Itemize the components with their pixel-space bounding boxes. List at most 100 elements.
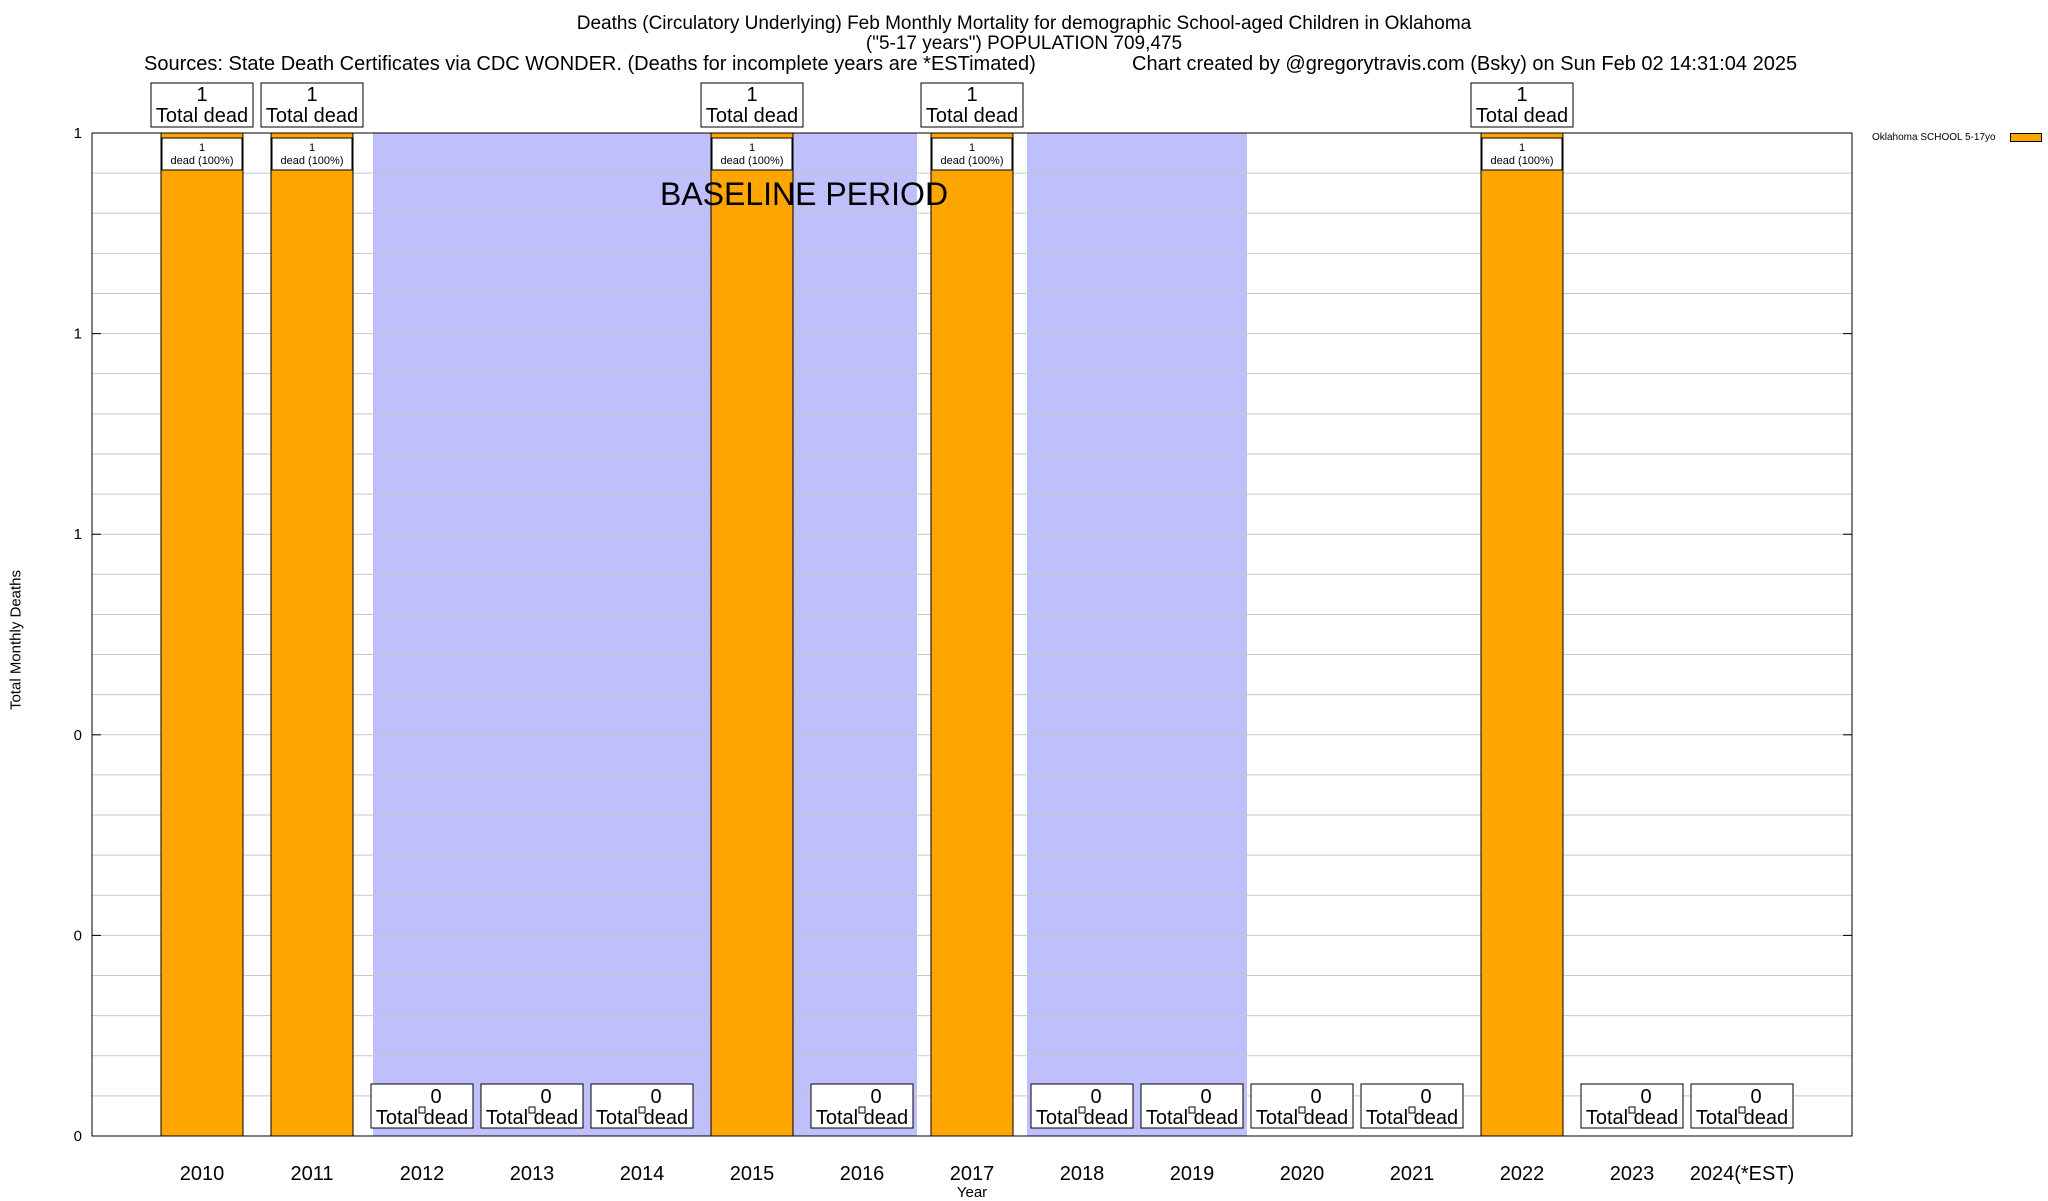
total-dead-label: Total dead xyxy=(1696,1107,1788,1129)
total-label-box xyxy=(150,82,254,128)
total-label-box xyxy=(1360,1083,1464,1129)
total-label-box xyxy=(1030,1083,1134,1129)
total-dead-label: Total dead xyxy=(1476,105,1568,127)
total-value-label: 0 xyxy=(1310,1086,1321,1108)
total-dead-label: Total dead xyxy=(486,1107,578,1129)
total-value-label: 1 xyxy=(746,84,757,106)
chart-title: Deaths (Circulatory Underlying) Feb Mont… xyxy=(576,13,1472,34)
share-value-label: 1 xyxy=(749,142,755,154)
zero-marker xyxy=(1408,1106,1416,1114)
total-label-box xyxy=(260,82,364,128)
zero-marker xyxy=(638,1106,646,1114)
total-dead-label: Total dead xyxy=(926,105,1018,127)
zero-marker xyxy=(1738,1106,1746,1114)
share-label-box xyxy=(271,137,353,171)
zero-marker xyxy=(1298,1106,1306,1114)
total-label-box xyxy=(1580,1083,1684,1129)
zero-marker xyxy=(528,1106,536,1114)
x-tick-label: 2022 xyxy=(1500,1163,1545,1185)
bar xyxy=(930,132,1014,1137)
share-percent-label: dead (100%) xyxy=(941,155,1004,167)
chart-subtitle: ("5-17 years") POPULATION 709,475 xyxy=(865,33,1183,54)
total-label-box xyxy=(480,1083,584,1129)
share-value-label: 1 xyxy=(969,142,975,154)
total-value-label: 0 xyxy=(1200,1086,1211,1108)
sources-note: Sources: State Death Certificates via CD… xyxy=(144,53,1036,75)
baseline-region xyxy=(807,133,917,1136)
total-value-label: 0 xyxy=(650,1086,661,1108)
x-tick-label: 2010 xyxy=(180,1163,225,1185)
share-label-box xyxy=(161,137,243,171)
bar xyxy=(1480,132,1564,1137)
total-value-label: 1 xyxy=(966,84,977,106)
zero-marker xyxy=(1628,1106,1636,1114)
credit-note: Chart created by @gregorytravis.com (Bsk… xyxy=(1132,53,1798,75)
total-dead-label: Total dead xyxy=(376,1107,468,1129)
plot-border xyxy=(91,132,1853,1137)
total-label-box xyxy=(810,1083,914,1129)
share-percent-label: dead (100%) xyxy=(1491,155,1554,167)
x-tick-label: 2013 xyxy=(510,1163,555,1185)
y-tick-label: 1 xyxy=(74,125,82,142)
zero-marker xyxy=(1188,1106,1196,1114)
total-label-box xyxy=(1140,1083,1244,1129)
share-value-label: 1 xyxy=(309,142,315,154)
x-tick-label: 2015 xyxy=(730,1163,775,1185)
total-dead-label: Total dead xyxy=(266,105,358,127)
baseline-annotation: BASELINE PERIOD xyxy=(660,176,948,212)
share-percent-label: dead (100%) xyxy=(171,155,234,167)
share-label-box xyxy=(1481,137,1563,171)
total-value-label: 0 xyxy=(540,1086,551,1108)
zero-marker xyxy=(858,1106,866,1114)
x-tick-label: 2014 xyxy=(620,1163,665,1185)
total-label-box xyxy=(1250,1083,1354,1129)
total-dead-label: Total dead xyxy=(1586,1107,1678,1129)
y-tick-label: 1 xyxy=(74,526,82,543)
x-axis-label: Year xyxy=(956,1184,988,1201)
total-dead-label: Total dead xyxy=(1036,1107,1128,1129)
total-value-label: 0 xyxy=(1090,1086,1101,1108)
total-dead-label: Total dead xyxy=(156,105,248,127)
bar xyxy=(160,132,244,1137)
y-tick-label: 0 xyxy=(74,927,82,944)
x-tick-label: 2019 xyxy=(1170,1163,1215,1185)
total-dead-label: Total dead xyxy=(816,1107,908,1129)
baseline-region xyxy=(373,133,697,1136)
total-value-label: 0 xyxy=(1420,1086,1431,1108)
y-tick-label: 0 xyxy=(74,727,82,744)
total-value-label: 0 xyxy=(870,1086,881,1108)
x-tick-label: 2012 xyxy=(400,1163,445,1185)
total-label-box xyxy=(370,1083,474,1129)
x-tick-label: 2024(*EST) xyxy=(1690,1163,1795,1185)
baseline-region xyxy=(1027,133,1247,1136)
legend-swatch xyxy=(2010,133,2042,142)
total-value-label: 0 xyxy=(430,1086,441,1108)
share-value-label: 1 xyxy=(199,142,205,154)
share-label-box xyxy=(711,137,793,171)
total-label-box xyxy=(700,82,804,128)
total-dead-label: Total dead xyxy=(706,105,798,127)
total-label-box xyxy=(1690,1083,1794,1129)
total-value-label: 1 xyxy=(1516,84,1527,106)
total-label-box xyxy=(590,1083,694,1129)
x-tick-label: 2017 xyxy=(950,1163,995,1185)
total-value-label: 1 xyxy=(306,84,317,106)
y-axis-label: Total Monthly Deaths xyxy=(7,569,25,711)
total-label-box xyxy=(1470,82,1574,128)
total-dead-label: Total dead xyxy=(596,1107,688,1129)
bar xyxy=(270,132,354,1137)
zero-marker xyxy=(418,1106,426,1114)
x-tick-label: 2021 xyxy=(1390,1163,1435,1185)
legend-label: Oklahoma SCHOOL 5-17yo xyxy=(1872,132,1996,143)
y-tick-label: 0 xyxy=(74,1128,82,1145)
total-value-label: 0 xyxy=(1750,1086,1761,1108)
x-tick-label: 2018 xyxy=(1060,1163,1105,1185)
zero-marker xyxy=(1078,1106,1086,1114)
y-tick-label: 1 xyxy=(74,326,82,343)
total-dead-label: Total dead xyxy=(1146,1107,1238,1129)
x-tick-label: 2016 xyxy=(840,1163,885,1185)
x-tick-label: 2023 xyxy=(1610,1163,1655,1185)
x-tick-label: 2011 xyxy=(290,1163,333,1185)
total-value-label: 1 xyxy=(196,84,207,106)
